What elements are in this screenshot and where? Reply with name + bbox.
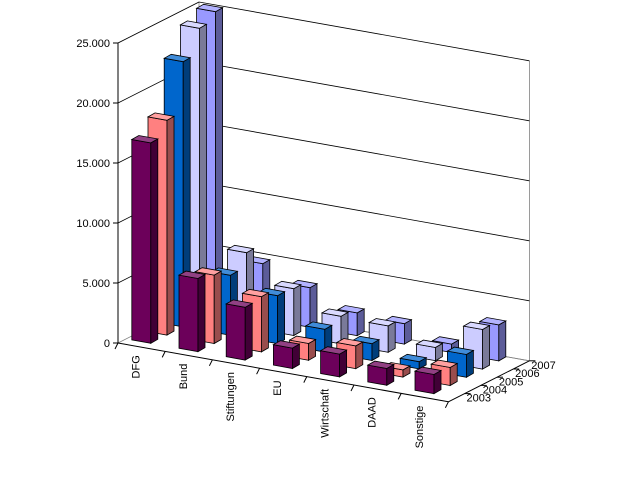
depth-tick-label: 2005 [499,376,523,388]
bar-top [226,244,255,254]
x-tick-label: Bund [178,364,190,390]
bar-side [498,320,507,362]
depth-tick-label: 2006 [515,368,539,380]
bar-top [177,270,207,279]
bar-2003-DFG [130,135,159,344]
bar-top [257,287,286,297]
bar-front [414,370,435,395]
bar-side [355,341,364,370]
bar-top [431,336,460,345]
bar-top [179,20,208,29]
x-tick-label: Stiftungen [225,372,237,422]
x-tick-label: Sonstige [414,406,426,449]
x-tick-label: DFG [131,355,143,378]
bar-side [244,302,253,361]
bar-front [178,274,199,353]
bar-2003-EU [272,340,301,370]
bar-top [446,346,475,355]
y-tick-label: 5.000 [82,278,110,290]
bar-top [337,305,366,314]
bar-top [478,317,507,326]
bar-top [430,359,459,368]
bar-top [163,53,192,63]
bar-top [304,321,333,330]
bar-top [462,321,491,330]
bar-top [194,267,223,276]
x-tick-label: EU [272,380,284,395]
bar-top [368,318,397,327]
x-tick [350,384,355,392]
bar-2003-Stiftungen [225,299,254,361]
chart-axes: 0 5.000 10.000 15.000 20.000 25.000 DFG Bund Sti… [76,38,555,448]
bar-top [130,135,159,144]
bar-top [366,360,395,369]
x-tick [256,367,261,375]
depth-tick-label: 2003 [467,393,491,405]
x-tick-label: Wirtschaft [319,389,331,438]
bar-side [197,273,206,353]
bar-top [210,267,239,276]
bar-side [213,270,222,345]
bar-top [319,346,348,355]
bar-top [335,338,364,347]
bar-top [289,279,319,289]
bar-top [195,3,224,13]
y-tick-label: 0 [104,338,110,350]
bar-side [339,349,348,378]
bar-top [225,299,254,308]
y-tick-label: 15.000 [76,158,110,170]
bar-top [384,315,413,325]
bar-side [215,7,224,312]
bar-side [356,308,365,337]
bar-front [131,139,152,344]
bar-2003-Bund [177,270,207,353]
x-tick-label: DAAD [367,397,379,428]
bar-top [320,308,350,317]
bar-top [399,353,428,363]
bar-side [260,292,269,353]
depth-tick-label: 2004 [483,385,507,397]
bar-2003-DAAD [366,360,395,386]
bar-top [351,335,381,345]
x-tick [444,401,449,409]
x-tick [397,393,402,400]
x-tick [161,351,166,358]
y-tick-label: 20.000 [76,98,110,110]
bar-side [387,321,396,353]
bar-side [150,138,159,344]
x-axis [117,342,449,403]
bar-side [309,283,318,328]
bar-front [272,344,293,369]
x-tick [114,342,119,350]
bar-2005-EU [304,321,333,353]
bar-side [277,291,286,345]
bar-front [320,350,341,378]
depth-tick-label: 2007 [531,360,555,372]
y-tick-label: 10.000 [76,218,110,230]
bar-side [482,324,491,370]
y-tick-label: 25.000 [76,38,110,50]
bar-2003-Wirtschaft [319,346,348,378]
bar-side [465,349,474,378]
bar-top [272,340,301,349]
bar-side [293,284,302,337]
gridline-5 [117,1,530,62]
bar-top [241,288,270,298]
bar-top [146,112,176,121]
bar-2003-Sonstige [413,366,443,395]
bar-top [415,339,444,348]
x-tick [208,359,213,367]
x-tick [303,376,308,383]
bar-top [273,280,302,290]
depth-axis [448,360,530,403]
bar-front [225,303,246,361]
chart-bars [130,3,507,395]
bar-top [413,366,443,375]
bar-side [166,115,175,336]
bar-top [288,335,317,344]
